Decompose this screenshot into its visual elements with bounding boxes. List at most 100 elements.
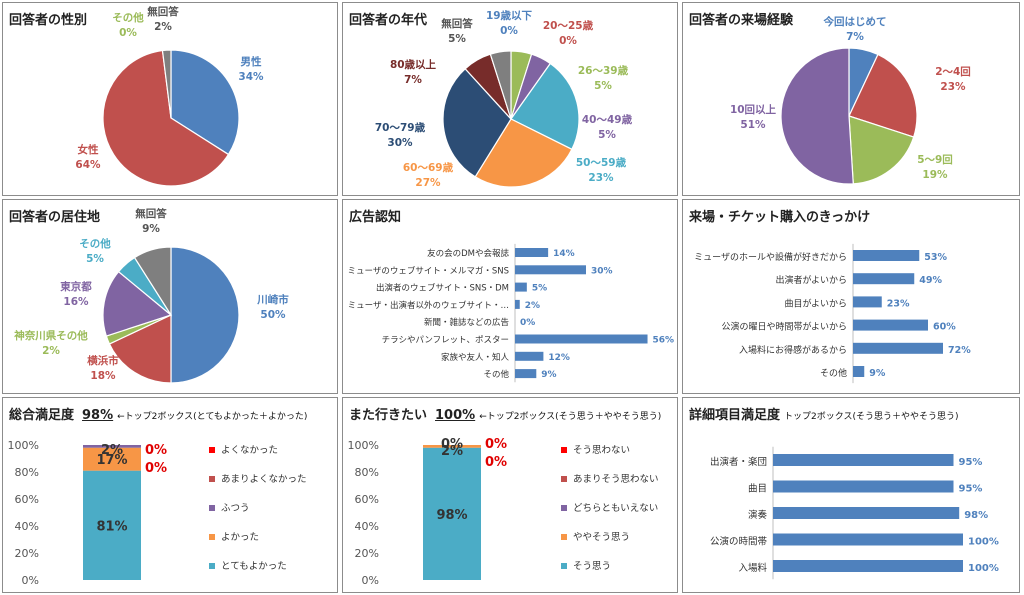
bar xyxy=(853,366,865,377)
stack-segment xyxy=(423,447,481,580)
category-label: ミューザのホールや設備が好きだから xyxy=(694,251,847,263)
slice-value: 0% xyxy=(119,27,137,39)
data-label: 95% xyxy=(959,457,983,468)
stack-segment xyxy=(83,470,141,580)
stack-segment xyxy=(423,445,481,448)
gender-pie-chart: 男性 34% 女性 64% その他 0% 無回答 2% xyxy=(75,5,264,187)
segment-label: 2% xyxy=(441,444,463,459)
legend-swatch xyxy=(561,534,567,540)
data-label: 98% xyxy=(964,510,988,521)
pie-slice xyxy=(133,246,172,318)
pie-slice xyxy=(848,115,915,185)
panel-title: 回答者の年代 xyxy=(349,13,428,28)
data-label: 2% xyxy=(525,301,540,311)
y-tick-label: 20% xyxy=(15,547,39,560)
slice-label: 横浜市 xyxy=(87,354,119,367)
category-label: 出演者のウェブサイト・SNS・DM xyxy=(376,283,509,294)
bar xyxy=(515,248,549,257)
legend-label: とてもよかった xyxy=(221,561,287,572)
y-tick-label: 0% xyxy=(22,574,39,587)
slice-value: 50% xyxy=(260,309,286,321)
slice-label: 女性 xyxy=(78,143,99,156)
bar xyxy=(515,282,527,292)
segment-label: 0% xyxy=(145,443,167,458)
slice-label: 20〜25歳 xyxy=(543,19,594,32)
category-label: 演奏 xyxy=(748,509,768,521)
category-label: その他 xyxy=(820,367,847,379)
category-label: 曲目 xyxy=(748,484,767,495)
segment-label: 0% xyxy=(485,455,507,470)
data-label: 53% xyxy=(924,252,947,263)
panel-overall: 0% 20% 40% 60% 80% 100% 81% 17% 2% 0% 0% よくなかった あまりよ… xyxy=(2,397,338,593)
pie-slice xyxy=(474,118,573,188)
pie-slice xyxy=(102,49,230,187)
visits-pie-chart: 今回はじめて 7% 2〜4回 23% 5〜9回 19% 10回以上 51% xyxy=(730,15,971,185)
slice-label: 東京都 xyxy=(60,280,92,293)
panel-title: 回答者の来場経験 xyxy=(689,13,794,28)
data-label: 14% xyxy=(553,249,575,259)
slice-label: 40〜49歳 xyxy=(582,113,633,126)
ad-bar-chart: 友の会のDMや会報誌 14% ミューザのウェブサイト・メルマガ・SNS 30% 出演者の… xyxy=(348,243,674,383)
legend-swatch xyxy=(209,447,215,453)
age-pie-chart: 19歳以下 0% 20〜25歳 0% 26〜39歳 5% 40〜49歳 5% 50〜59歳 23%… xyxy=(375,9,633,189)
slice-label: 無回答 xyxy=(441,17,473,30)
bar xyxy=(515,299,520,309)
data-label: 72% xyxy=(948,345,971,356)
legend-label: ややそう思う xyxy=(573,532,630,543)
data-label: 60% xyxy=(933,322,956,333)
bar xyxy=(515,351,544,361)
slice-label: 70〜79歳 xyxy=(375,121,426,134)
category-label: 公演の曜日や時間帯がよいから xyxy=(721,321,847,333)
bar xyxy=(515,369,537,379)
y-tick-label: 100% xyxy=(8,439,39,452)
legend-label: そう思わない xyxy=(573,445,630,456)
pie-slice xyxy=(108,314,172,384)
trigger-bar-chart: ミューザのホールや設備が好きだから 53% 出演者がよいから 49% 曲目がよいから 23… xyxy=(694,243,971,384)
bar xyxy=(853,273,915,285)
panel-title: また行きたい xyxy=(349,408,428,423)
slice-value: 34% xyxy=(238,71,264,83)
pie-slice xyxy=(848,53,918,138)
legend-swatch xyxy=(561,447,567,453)
slice-value: 7% xyxy=(404,74,422,86)
bar xyxy=(515,265,586,275)
y-tick-label: 40% xyxy=(355,520,379,533)
panel-title: 回答者の居住地 xyxy=(9,210,101,225)
slice-value: 7% xyxy=(846,31,864,43)
y-tick-label: 20% xyxy=(355,547,379,560)
data-label: 100% xyxy=(968,537,999,548)
category-label: ミューザ・出演者以外のウェブサイト・… xyxy=(348,300,509,311)
legend-swatch xyxy=(209,476,215,482)
top2-value: 100% xyxy=(435,408,476,423)
data-label: 9% xyxy=(541,370,556,380)
slice-value: 23% xyxy=(940,81,966,93)
legend-label: どちらともいえない xyxy=(573,503,658,514)
slice-value: 30% xyxy=(387,137,413,149)
legend-label: あまりそう思わない xyxy=(573,474,659,485)
slice-label: 50〜59歳 xyxy=(576,156,627,169)
slice-value: 23% xyxy=(588,172,614,184)
category-label: 公演の時間帯 xyxy=(710,536,768,548)
y-tick-label: 60% xyxy=(15,493,39,506)
data-label: 100% xyxy=(968,563,999,574)
data-label: 49% xyxy=(919,275,942,286)
bar xyxy=(773,480,954,493)
category-label: 家族や友人・知人 xyxy=(441,352,510,363)
slice-label: 26〜39歳 xyxy=(578,64,629,77)
category-label: 曲目がよいから xyxy=(784,297,847,309)
panel-title: 総合満足度 xyxy=(9,408,75,423)
top2-note: トップ2ボックス(そう思う＋ややそう思う) xyxy=(784,412,959,422)
pie-slice xyxy=(442,67,512,178)
bar xyxy=(515,334,648,344)
panel-title: 詳細項目満足度 xyxy=(689,408,781,423)
slice-label: 川崎市 xyxy=(256,293,289,306)
category-label: チラシやパンフレット、ポスター xyxy=(382,336,509,346)
panel-visits: 今回はじめて 7% 2〜4回 23% 5〜9回 19% 10回以上 51% 回答者の来場経験 xyxy=(682,2,1020,196)
data-label: 12% xyxy=(548,353,570,363)
slice-label: その他 xyxy=(112,11,144,24)
slice-label: 5〜9回 xyxy=(917,154,953,166)
bar xyxy=(773,560,963,572)
slice-label: 10回以上 xyxy=(730,103,777,116)
pie-slice xyxy=(102,270,173,337)
bar xyxy=(773,533,963,546)
